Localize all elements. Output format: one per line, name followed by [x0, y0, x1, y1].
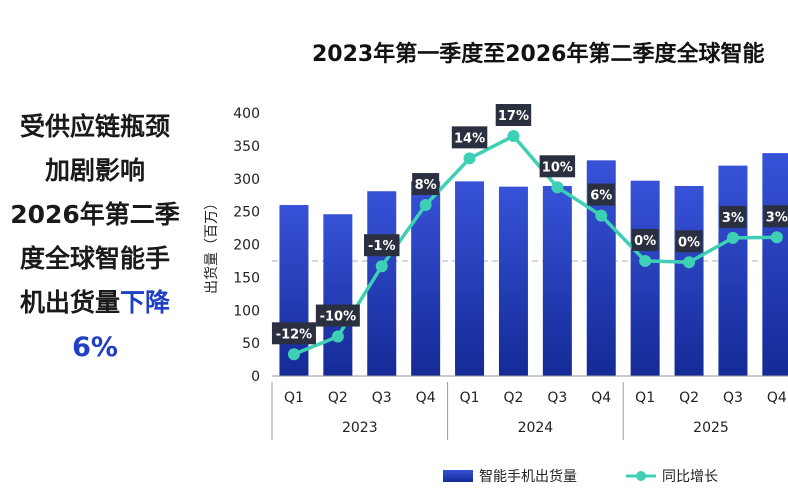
- growth-label: 17%: [498, 109, 529, 124]
- growth-point: [639, 254, 652, 267]
- y-tick-label: 50: [242, 336, 260, 352]
- legend-line-marker: [636, 471, 646, 481]
- growth-label: 0%: [634, 234, 656, 249]
- bar: [718, 165, 748, 376]
- growth-point: [726, 231, 739, 244]
- growth-label: 14%: [454, 131, 485, 146]
- side-line-5: 机出货量下降: [0, 281, 190, 325]
- side-line-2: 加剧影响: [44, 156, 145, 185]
- side-line-5-main: 机出货量: [19, 288, 120, 317]
- y-tick-label: 300: [233, 172, 260, 188]
- bar: [762, 153, 788, 376]
- growth-label: 10%: [542, 160, 573, 175]
- x-tick-label: Q4: [767, 390, 787, 406]
- x-tick-label: Q3: [723, 390, 743, 406]
- growth-label: -10%: [320, 310, 357, 325]
- growth-label-bg: [495, 104, 532, 127]
- year-label: 2024: [518, 420, 554, 436]
- growth-label-bg: [675, 230, 703, 253]
- growth-point: [507, 130, 520, 143]
- side-line-1: 受供应链瓶颈: [19, 112, 170, 141]
- growth-label: 8%: [415, 178, 437, 193]
- y-tick-label: 0: [251, 369, 260, 385]
- x-tick-label: Q1: [284, 390, 304, 406]
- chart-title: 2023年第一季度至2026年第二季度全球智能: [312, 42, 765, 67]
- legend-bar-label: 智能手机出货量: [479, 468, 577, 485]
- y-tick-label: 400: [233, 106, 260, 122]
- growth-line: [293, 134, 777, 356]
- bar: [630, 180, 660, 376]
- y-tick-label: 150: [233, 270, 260, 286]
- bar: [323, 214, 353, 376]
- growth-line-layer: -12% -10% -1% 8% 14% 17% 10% 6% 0% 0% 3% 3%: [271, 104, 788, 361]
- growth-point: [595, 209, 608, 222]
- y-axis-label: 出货量（百万）: [203, 196, 220, 294]
- growth-point: [419, 199, 432, 212]
- side-line-4: 度全球智能手: [19, 244, 170, 273]
- growth-label-bg: [364, 234, 400, 257]
- x-tick-label: Q3: [372, 390, 392, 406]
- growth-label-bg: [539, 155, 576, 178]
- side-line-5-highlight: 下降: [120, 288, 171, 317]
- x-tick-label: Q1: [635, 390, 655, 406]
- y-tick-label: 350: [233, 139, 260, 155]
- legend-bar-swatch: [443, 470, 473, 482]
- growth-label: 3%: [722, 211, 744, 226]
- year-label: 2023: [342, 420, 378, 436]
- bar: [279, 205, 309, 376]
- x-tick-label: Q1: [460, 390, 480, 406]
- growth-point: [331, 330, 344, 343]
- growth-label-bg: [763, 205, 788, 228]
- growth-label: -12%: [276, 327, 313, 342]
- axes-layer: 0 50 100 150 200 250 300 350 400 出货量（百万） Q1 Q2 Q3 Q4 Q…: [203, 106, 788, 440]
- growth-label: 6%: [590, 189, 612, 204]
- growth-label: 0%: [678, 235, 700, 250]
- growth-label-bg: [451, 126, 488, 149]
- growth-label-bg: [631, 228, 659, 251]
- bar: [498, 186, 528, 376]
- bar: [542, 185, 572, 376]
- y-tick-label: 250: [233, 205, 260, 221]
- growth-point: [287, 348, 300, 361]
- x-tick-label: Q2: [503, 390, 523, 406]
- side-percentage: 6%: [72, 332, 118, 363]
- x-tick-label: Q2: [679, 390, 699, 406]
- x-tick-label: Q4: [591, 390, 611, 406]
- growth-point: [683, 256, 696, 269]
- legend-line-label: 同比增长: [662, 469, 718, 485]
- side-caption: 受供应链瓶颈 加剧影响 2026年第二季 度全球智能手 机出货量下降 6%: [0, 105, 190, 371]
- growth-label-bg: [271, 322, 316, 345]
- y-tick-label: 200: [233, 238, 260, 254]
- year-label: 2025: [693, 420, 729, 436]
- growth-label-bg: [315, 304, 360, 327]
- x-tick-label: Q4: [416, 390, 436, 406]
- growth-label: -1%: [368, 239, 395, 254]
- legend: 智能手机出货量 同比增长: [443, 468, 718, 485]
- x-tick-label: Q3: [547, 390, 567, 406]
- y-tick-label: 100: [233, 303, 260, 319]
- growth-point: [551, 181, 564, 194]
- x-tick-label: Q2: [328, 390, 348, 406]
- growth-point: [463, 152, 476, 165]
- bar: [411, 181, 441, 376]
- bar: [455, 181, 485, 376]
- growth-label-bg: [719, 205, 747, 228]
- growth-point: [770, 231, 783, 244]
- bars-layer: [279, 153, 788, 376]
- growth-label-bg: [412, 173, 440, 196]
- growth-label-bg: [587, 183, 615, 206]
- growth-point: [375, 260, 388, 273]
- side-line-3: 2026年第二季: [10, 200, 180, 229]
- bar: [674, 185, 704, 376]
- growth-label: 3%: [766, 210, 788, 225]
